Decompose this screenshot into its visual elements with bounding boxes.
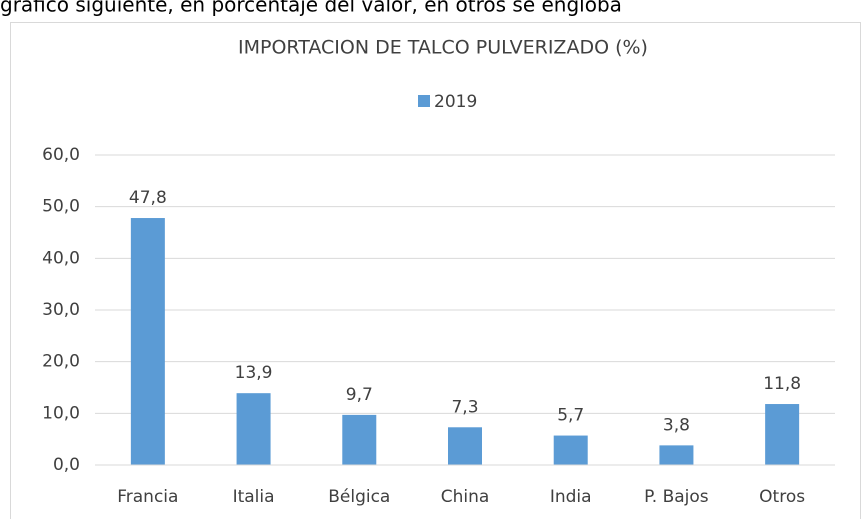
x-tick-label: Italia <box>233 487 275 507</box>
chart-border <box>10 22 861 519</box>
value-label: 3,8 <box>663 415 690 435</box>
x-tick-label: India <box>550 487 592 507</box>
bar <box>765 404 800 465</box>
y-tick-label: 50,0 <box>42 197 80 217</box>
x-tick-label: Bélgica <box>328 487 390 507</box>
legend-label: 2019 <box>434 92 477 112</box>
y-tick-label: 0,0 <box>53 455 80 475</box>
legend-swatch <box>418 95 430 107</box>
y-tick-label: 20,0 <box>42 352 80 372</box>
chart-title: IMPORTACION DE TALCO PULVERIZADO (%) <box>238 37 648 59</box>
value-label: 47,8 <box>129 188 167 208</box>
bar <box>659 445 694 465</box>
value-label: 5,7 <box>557 406 584 426</box>
x-tick-label: P. Bajos <box>644 487 709 507</box>
x-tick-label: Francia <box>117 487 178 507</box>
x-tick-label: Otros <box>759 487 805 507</box>
y-tick-label: 40,0 <box>42 248 80 268</box>
y-tick-label: 10,0 <box>42 403 80 423</box>
bar <box>130 218 165 465</box>
y-tick-label: 30,0 <box>42 300 80 320</box>
value-label: 11,8 <box>763 374 801 394</box>
bar <box>448 427 482 465</box>
value-label: 13,9 <box>235 363 273 383</box>
bar <box>236 393 271 465</box>
value-label: 9,7 <box>346 385 373 405</box>
y-tick-label: 60,0 <box>42 145 80 165</box>
x-tick-label: China <box>441 487 490 507</box>
bar <box>553 435 588 465</box>
bar <box>342 414 377 465</box>
value-label: 7,3 <box>451 397 478 417</box>
page-text: gráfico siguiente, en porcentaje del val… <box>0 0 622 17</box>
